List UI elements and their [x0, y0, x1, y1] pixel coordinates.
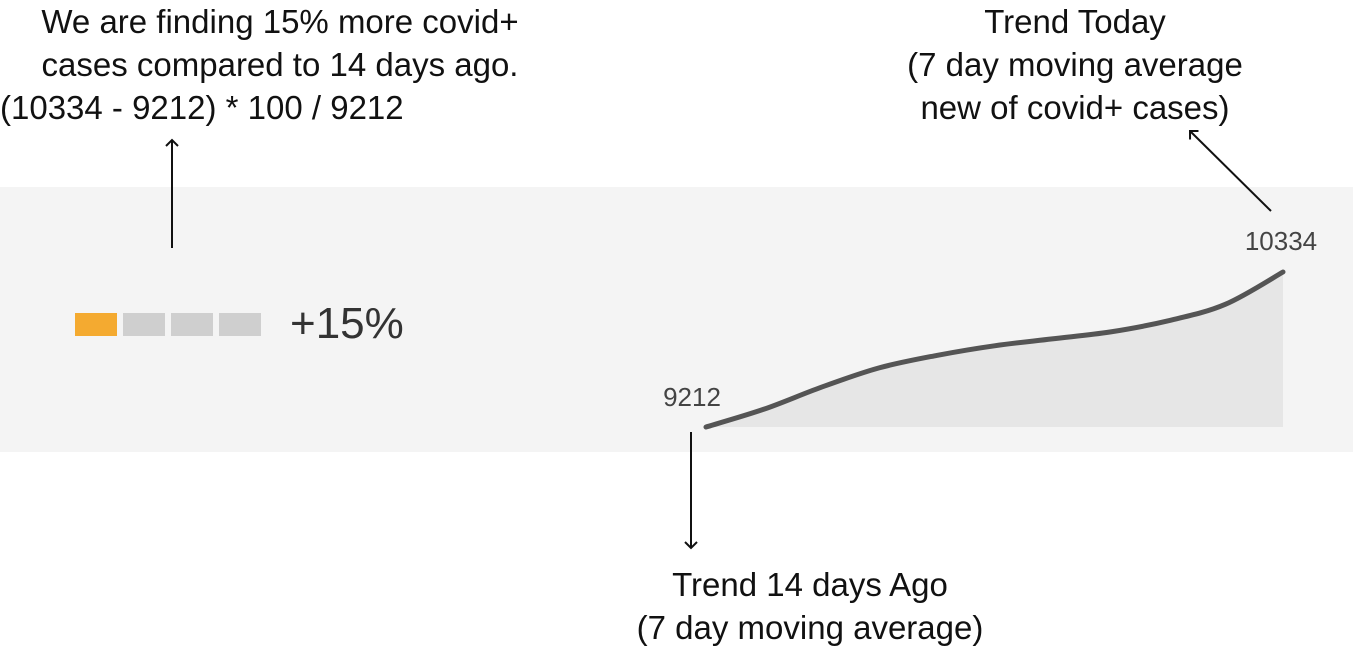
trend-today-note: Trend Today (7 day moving average new of…	[880, 0, 1270, 129]
meter-segment-empty	[123, 313, 165, 336]
trend-today-line-1: Trend Today	[984, 3, 1166, 40]
trend-ago-line-1: Trend 14 days Ago	[672, 566, 948, 603]
percent-change-value: +15%	[290, 299, 404, 348]
trend-14-days-ago-note: Trend 14 days Ago (7 day moving average)	[600, 563, 1020, 649]
explanation-formula: (10334 - 9212) * 100 / 9212	[0, 89, 404, 126]
severity-meter	[75, 313, 261, 336]
trend-today-line-2: (7 day moving average	[907, 46, 1243, 83]
meter-segment-filled	[75, 313, 117, 336]
meter-segment-empty	[219, 313, 261, 336]
explanation-line-1: We are finding 15% more covid+	[41, 3, 519, 40]
meter-segment-empty	[171, 313, 213, 336]
explanation-line-2: cases compared to 14 days ago.	[41, 46, 519, 83]
percent-change-explanation: We are finding 15% more covid+ cases com…	[0, 0, 560, 129]
trend-today-line-3: new of covid+ cases)	[920, 89, 1230, 126]
trend-ago-line-2: (7 day moving average)	[636, 609, 984, 646]
